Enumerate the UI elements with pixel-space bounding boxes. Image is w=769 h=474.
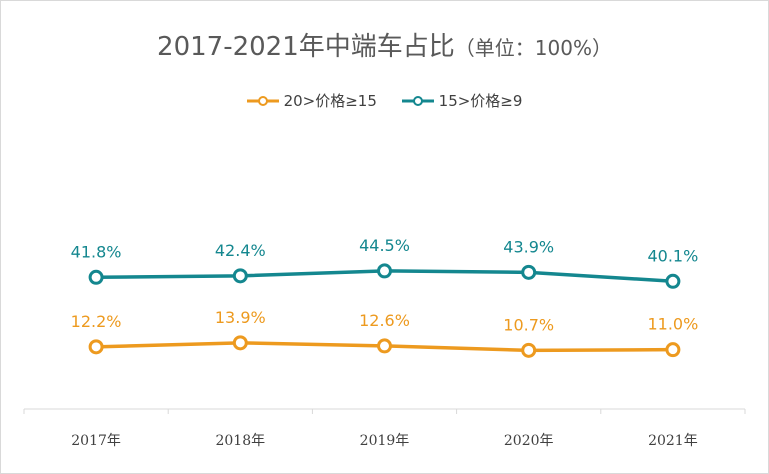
legend-item-series-2: 15>价格≥9 [401, 90, 523, 111]
data-point [377, 263, 392, 279]
data-point [232, 335, 248, 351]
chart-legend: 20>价格≥15 15>价格≥9 [0, 90, 769, 111]
data-label: 44.5% [359, 236, 410, 255]
data-label: 40.1% [647, 246, 698, 265]
x-tick-label: 2017年 [71, 433, 121, 449]
data-point [521, 342, 537, 358]
data-label: 12.2% [71, 312, 122, 331]
data-point [665, 273, 681, 289]
x-tick-label: 2018年 [215, 433, 265, 449]
data-label: 43.9% [503, 237, 554, 256]
chart-title-unit: （单位：100%） [454, 36, 612, 60]
data-label: 12.6% [359, 311, 410, 330]
chart-title-main: 2017-2021年中端车占比 [157, 32, 455, 62]
x-tick-label: 2020年 [504, 433, 554, 449]
data-point [88, 339, 104, 355]
legend-label-series-1: 20>价格≥15 [283, 92, 377, 110]
data-label: 41.8% [71, 242, 122, 261]
legend-marker-series-1 [246, 95, 279, 106]
legend-label-series-2: 15>价格≥9 [438, 92, 523, 110]
data-point [377, 338, 392, 354]
data-point [521, 264, 537, 280]
x-tick-label: 2021年 [648, 433, 698, 449]
data-point [232, 268, 248, 284]
data-point [665, 342, 681, 358]
data-point [88, 269, 104, 285]
legend-item-series-1: 20>价格≥15 [246, 90, 377, 111]
chart-title: 2017-2021年中端车占比（单位：100%） [0, 26, 769, 63]
data-label: 42.4% [215, 241, 266, 260]
data-label: 11.0% [647, 315, 698, 334]
data-label: 10.7% [503, 315, 554, 334]
x-tick-label: 2019年 [360, 433, 410, 449]
data-label: 13.9% [215, 308, 266, 327]
legend-marker-series-2 [401, 95, 434, 106]
